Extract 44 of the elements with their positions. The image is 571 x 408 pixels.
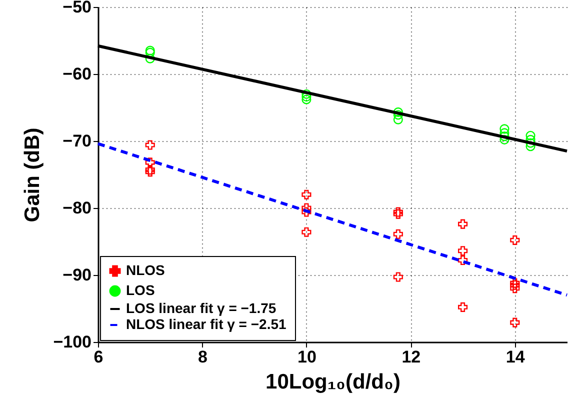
point: [302, 190, 312, 200]
point: [500, 132, 510, 142]
x-tick-label: 14: [506, 348, 526, 366]
point: [458, 302, 468, 312]
point: [500, 124, 510, 134]
legend-label: NLOS: [126, 262, 165, 278]
legend-label: LOS linear fit γ = −1.75: [126, 300, 276, 316]
point: [458, 246, 468, 256]
point: [302, 94, 312, 104]
point: [145, 54, 155, 64]
point: [500, 134, 510, 144]
y-tick-label: −60: [62, 64, 92, 84]
point: [526, 130, 536, 140]
point: [510, 284, 520, 294]
y-tick-label: −90: [62, 266, 92, 284]
y-tick-label: −70: [62, 132, 92, 150]
y-tick-label: −50: [62, 0, 92, 16]
x-tick-label: 6: [94, 348, 104, 366]
point: [302, 207, 312, 217]
point: [393, 272, 403, 282]
x-tick-label: 12: [402, 348, 421, 366]
point: [145, 140, 155, 150]
legend-label: LOS: [126, 282, 155, 298]
x-axis-title: 10Log₁₀(d/d₀): [266, 370, 400, 394]
legend-label: NLOS linear fit γ = −2.51: [126, 316, 287, 332]
point: [393, 110, 403, 120]
point: [302, 89, 312, 99]
point: [393, 229, 403, 239]
point: [526, 134, 536, 144]
x-tick-label: 10: [297, 348, 316, 366]
point: [458, 219, 468, 229]
y-tick-label: −80: [62, 198, 92, 218]
point: [302, 227, 312, 237]
point: [393, 114, 403, 124]
y-tick-label: −100: [53, 332, 92, 352]
point: [393, 107, 403, 117]
point: [510, 318, 520, 328]
point: [145, 158, 155, 168]
x-tick-label: 8: [198, 348, 208, 366]
point: [510, 235, 520, 245]
y-axis-title: Gain (dB): [21, 128, 44, 222]
point: [458, 255, 468, 266]
point: [526, 138, 536, 148]
point: [302, 203, 312, 213]
